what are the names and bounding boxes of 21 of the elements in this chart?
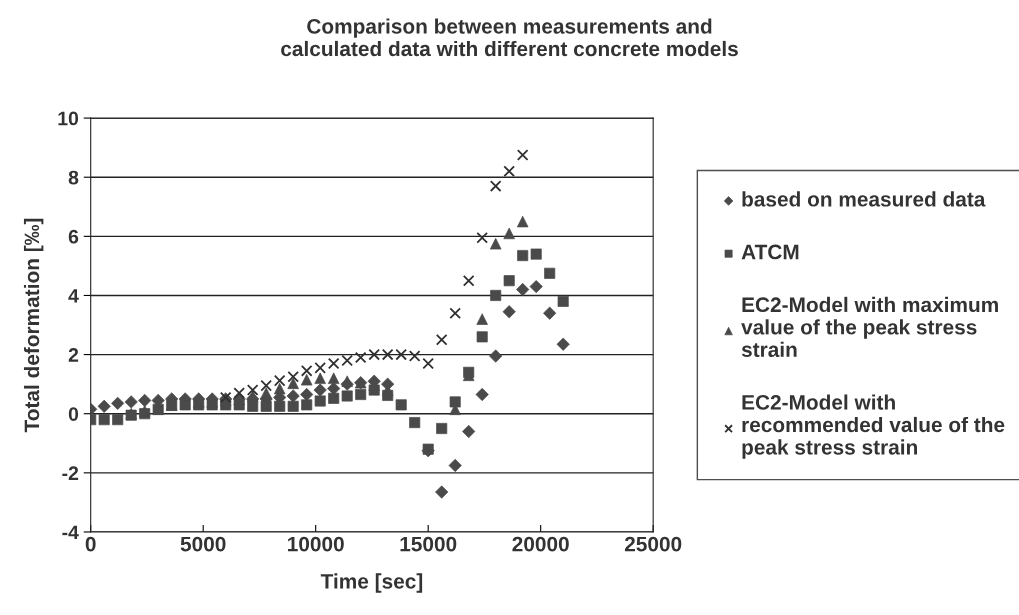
chart-title: Comparison between measurements and calculated data with different concrete models	[281, 18, 738, 57]
x-tick-label: 15000	[400, 536, 457, 552]
y-tick-label: 6	[68, 229, 79, 244]
legend-label: EC2-Model with recommended value of the peak stress strain	[742, 394, 1005, 459]
x-tick-label: 20000	[512, 536, 569, 552]
y-tick-label: 8	[68, 170, 79, 185]
x-tick-label: 0	[85, 536, 96, 552]
y-tick-label: -4	[62, 525, 79, 540]
y-tick-label: 10	[58, 111, 79, 126]
legend-label: based on measured data	[742, 191, 986, 207]
y-tick-label: 4	[68, 289, 79, 303]
x-tick-label: 10000	[288, 536, 344, 552]
y-tick-label: -2	[62, 466, 79, 480]
x-tick-label: 5000	[180, 536, 226, 552]
legend-label: EC2-Model with maximum value of the peak stress strain	[741, 296, 998, 357]
y-tick-label: 2	[68, 348, 79, 362]
x-axis-title: Time [sec]	[320, 573, 423, 593]
y-axis-title: Total deformation [‰]	[23, 218, 44, 433]
y-tick-label: 0	[68, 407, 79, 421]
legend-label: ATCM	[741, 244, 799, 260]
x-tick-label: 25000	[624, 536, 682, 552]
